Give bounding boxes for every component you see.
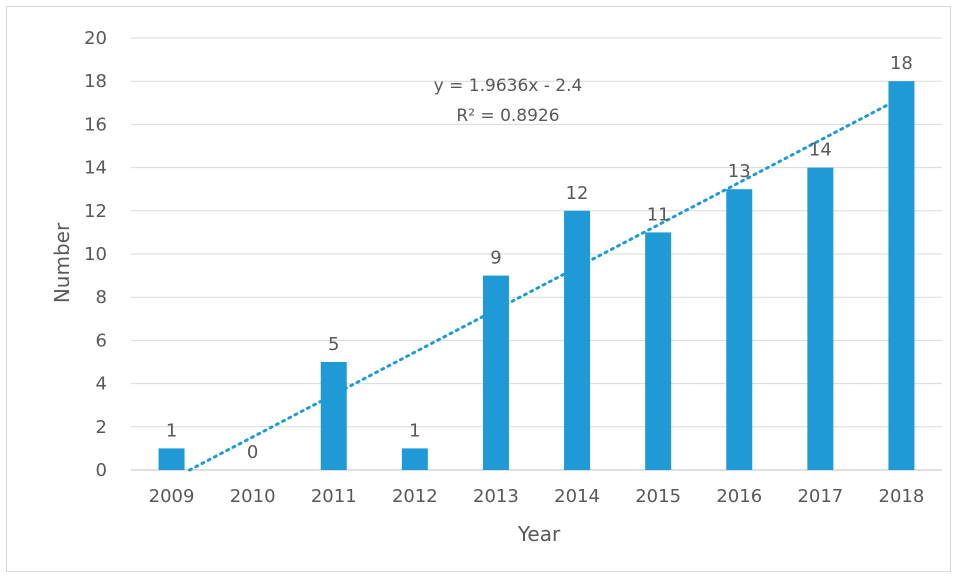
data-label-2015: 11 bbox=[647, 204, 670, 225]
y-tick-label: 4 bbox=[96, 374, 107, 395]
bars bbox=[158, 81, 915, 471]
y-tick-label: 14 bbox=[84, 158, 107, 179]
data-label-2011: 5 bbox=[328, 334, 339, 355]
data-label-2018: 18 bbox=[890, 53, 913, 74]
bar-2011 bbox=[320, 362, 347, 470]
x-tick-label: 2014 bbox=[554, 486, 600, 507]
data-label-2016: 13 bbox=[728, 161, 751, 182]
y-axis-title: Number bbox=[50, 222, 74, 303]
x-tick-label: 2011 bbox=[311, 486, 357, 507]
y-tick-label: 6 bbox=[96, 330, 107, 351]
data-labels: 1 0 5 1 9 12 11 13 14 18 bbox=[166, 53, 913, 463]
trendline-path bbox=[188, 96, 903, 472]
bar-2012 bbox=[401, 448, 428, 470]
data-label-2017: 14 bbox=[809, 140, 832, 161]
x-tick-label: 2012 bbox=[392, 486, 438, 507]
y-tick-label: 12 bbox=[84, 201, 107, 222]
x-tick-label: 2015 bbox=[635, 486, 681, 507]
x-tick-label: 2013 bbox=[473, 486, 519, 507]
x-tick-label: 2016 bbox=[716, 486, 762, 507]
y-tick-label: 20 bbox=[84, 28, 107, 49]
x-tick-label: 2010 bbox=[230, 486, 276, 507]
trendline bbox=[188, 96, 903, 472]
y-tick-label: 8 bbox=[96, 287, 107, 308]
bar-2017 bbox=[807, 167, 834, 470]
y-tick-label: 2 bbox=[96, 417, 107, 438]
trendline-r-squared: R² = 0.8926 bbox=[456, 106, 559, 126]
x-tick-label: 2017 bbox=[797, 486, 843, 507]
trendline-equation: y = 1.9636x - 2.4 bbox=[434, 76, 583, 96]
bar-2015 bbox=[645, 232, 672, 470]
bar-2009 bbox=[158, 448, 185, 470]
y-tick-label: 18 bbox=[84, 71, 107, 92]
gridlines bbox=[131, 37, 942, 471]
data-label-2012: 1 bbox=[409, 420, 420, 441]
chart-frame: 1 0 5 1 9 12 11 13 14 18 0 2 4 6 8 10 12 14 16 18 20 2009 20… bbox=[6, 6, 951, 572]
data-label-2009: 1 bbox=[166, 420, 177, 441]
x-tick-label: 2018 bbox=[879, 486, 925, 507]
y-tick-label: 10 bbox=[84, 244, 107, 265]
bar-2014 bbox=[564, 210, 591, 471]
y-tick-label: 0 bbox=[96, 460, 107, 481]
y-axis-ticks: 0 2 4 6 8 10 12 14 16 18 20 bbox=[84, 28, 107, 481]
x-axis-title: Year bbox=[517, 522, 561, 546]
data-label-2013: 9 bbox=[490, 248, 501, 269]
bar-2016 bbox=[726, 189, 753, 470]
bar-2013 bbox=[482, 275, 509, 470]
y-tick-label: 16 bbox=[84, 114, 107, 135]
bar-2018 bbox=[888, 81, 915, 470]
data-label-2010: 0 bbox=[247, 442, 258, 463]
x-axis-ticks: 2009 2010 2011 2012 2013 2014 2015 2016 2017 2018 bbox=[149, 486, 925, 507]
data-label-2014: 12 bbox=[566, 183, 589, 204]
x-tick-label: 2009 bbox=[149, 486, 195, 507]
